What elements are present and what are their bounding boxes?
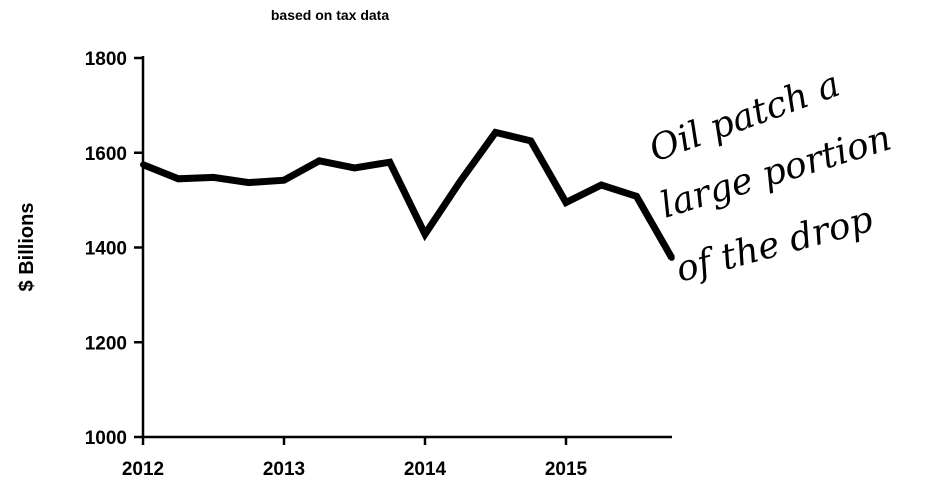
x-tick-label: 2012 — [122, 459, 164, 480]
data-point — [633, 193, 640, 200]
data-point — [316, 157, 323, 164]
y-tick-label: 1400 — [85, 239, 127, 260]
y-axis-ticks: 1000 1200 1400 1600 1800 — [85, 49, 143, 449]
data-point — [281, 177, 287, 184]
data-point — [598, 181, 605, 188]
y-tick-label: 1600 — [85, 144, 127, 165]
series-line — [141, 128, 675, 260]
data-point — [245, 179, 252, 186]
data-point — [457, 178, 464, 185]
data-point — [210, 174, 217, 181]
x-tick-label: 2015 — [545, 459, 588, 480]
data-point — [140, 161, 146, 168]
x-axis-ticks: 2012 2013 2014 2015 — [122, 437, 588, 480]
x-tick-label: 2014 — [404, 459, 447, 480]
y-axis-label: $ Billions — [16, 203, 38, 292]
chart-subtitle: based on tax data — [271, 7, 389, 23]
y-tick-label: 1000 — [85, 428, 127, 449]
data-point — [386, 159, 393, 166]
y-tick-label: 1200 — [85, 333, 127, 354]
x-tick-label: 2013 — [263, 459, 305, 480]
y-tick-label: 1800 — [85, 49, 127, 70]
handwritten-annotation: Oil patch a large portion of the drop — [644, 64, 896, 291]
data-point — [563, 199, 569, 206]
data-point — [492, 129, 499, 136]
data-point — [668, 254, 675, 261]
data-point — [175, 175, 182, 182]
data-point — [527, 137, 534, 144]
data-points — [140, 129, 675, 261]
data-point — [422, 231, 428, 238]
data-point — [351, 164, 358, 171]
